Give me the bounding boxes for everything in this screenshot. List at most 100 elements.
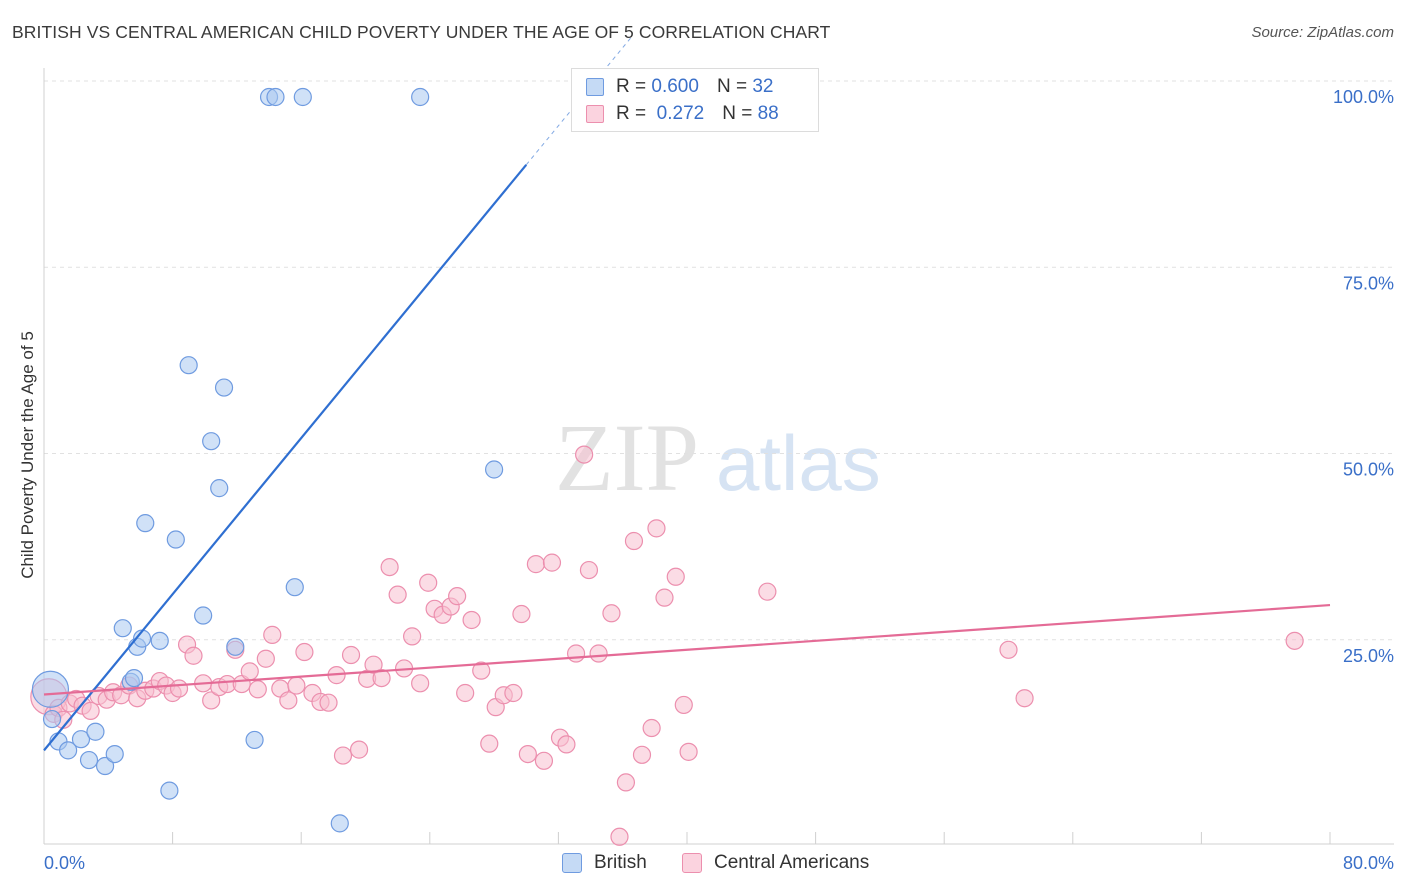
- british-swatch: [586, 78, 604, 96]
- data-point: [579, 560, 599, 580]
- data-point: [263, 625, 282, 644]
- y-tick-label: 100.0%: [1333, 87, 1394, 107]
- data-point: [266, 87, 285, 107]
- data-point: [448, 587, 467, 606]
- data-point: [504, 683, 523, 703]
- data-point: [512, 604, 531, 624]
- central-americans-trend-line: [43, 603, 1331, 696]
- central-n-value: 88: [757, 103, 779, 124]
- data-point: [642, 718, 661, 738]
- data-point: [124, 668, 144, 688]
- data-point: [526, 555, 545, 574]
- data-point: [758, 582, 777, 601]
- data-point: [349, 740, 369, 759]
- correlation-legend: R = 0.600 N = 32 R = 0.272 N = 88: [571, 68, 819, 132]
- data-point: [136, 514, 155, 533]
- data-point: [240, 662, 259, 681]
- central-n-label: N =: [722, 103, 753, 124]
- data-point: [655, 588, 674, 607]
- data-point: [1015, 689, 1034, 708]
- source-label: Source: ZipAtlas.com: [1251, 24, 1394, 41]
- data-point: [184, 646, 203, 665]
- data-point: [341, 645, 361, 665]
- data-point: [160, 781, 179, 800]
- x-tick-label: 0.0%: [44, 853, 85, 873]
- y-axis-label: Child Poverty Under the Age of 5: [18, 331, 37, 579]
- data-point: [1285, 631, 1304, 650]
- data-point: [999, 640, 1018, 659]
- british-r-label: R =: [616, 76, 647, 97]
- data-point: [150, 631, 169, 650]
- data-point: [403, 627, 422, 646]
- central-swatch: [586, 105, 604, 123]
- x-tick-label: 80.0%: [1343, 853, 1394, 873]
- data-point: [319, 693, 338, 712]
- data-point: [293, 87, 312, 107]
- watermark-atlas: atlas: [716, 419, 881, 507]
- data-point: [518, 744, 537, 764]
- british-trend-line: [43, 164, 528, 752]
- british-n-value: 32: [752, 76, 774, 97]
- data-point: [169, 679, 189, 698]
- data-point: [79, 750, 99, 770]
- data-point: [616, 773, 636, 792]
- british-legend-label: British: [594, 852, 647, 873]
- data-point: [380, 557, 399, 577]
- data-point: [179, 356, 198, 375]
- data-point: [59, 741, 78, 760]
- data-point: [624, 531, 644, 551]
- data-point: [411, 674, 430, 693]
- data-point: [674, 695, 693, 715]
- data-point: [81, 701, 100, 720]
- central-legend-swatch: [682, 853, 702, 873]
- data-point: [575, 445, 594, 464]
- legend-row-british: R = 0.600 N = 32: [586, 75, 773, 99]
- data-point: [456, 683, 475, 703]
- british-legend-swatch: [562, 853, 582, 873]
- central-legend-label: Central Americans: [714, 852, 870, 873]
- british-points: [31, 87, 504, 833]
- data-point: [557, 735, 576, 754]
- data-point: [480, 734, 499, 753]
- data-point: [202, 432, 221, 451]
- legend-item-central: Central Americans: [682, 852, 869, 874]
- data-point: [485, 460, 504, 479]
- chart-title: BRITISH VS CENTRAL AMERICAN CHILD POVERT…: [12, 22, 831, 42]
- data-point: [542, 553, 562, 572]
- legend-row-central: R = 0.272 N = 88: [586, 102, 779, 126]
- data-point: [210, 479, 229, 498]
- data-point: [411, 87, 430, 107]
- data-point: [666, 567, 685, 586]
- central-r-value: 0.272: [656, 103, 705, 124]
- data-point: [245, 730, 264, 750]
- data-point: [202, 691, 221, 710]
- data-point: [248, 680, 267, 699]
- data-point: [86, 722, 105, 741]
- y-tick-label: 25.0%: [1343, 646, 1394, 666]
- data-point: [256, 649, 275, 668]
- watermark: ZIP atlas: [555, 404, 881, 511]
- grid: [44, 80, 1394, 641]
- data-point: [31, 670, 70, 708]
- data-point: [42, 709, 62, 729]
- data-point: [372, 668, 391, 688]
- data-point: [214, 378, 234, 397]
- data-point: [113, 619, 132, 638]
- central-r-label: R =: [616, 103, 647, 124]
- data-point: [279, 691, 298, 710]
- data-point: [472, 661, 491, 680]
- data-point: [462, 610, 481, 630]
- data-point: [287, 676, 306, 695]
- tick-labels: 25.0% 50.0% 75.0% 100.0% 0.0% 80.0%: [44, 87, 1394, 873]
- british-r-value: 0.600: [651, 76, 699, 97]
- data-point: [566, 644, 586, 663]
- data-point: [589, 644, 608, 663]
- data-point: [388, 585, 407, 604]
- british-n-label: N =: [716, 76, 748, 97]
- data-point: [647, 519, 666, 538]
- data-point: [602, 604, 621, 623]
- data-point: [679, 742, 698, 761]
- data-point: [105, 744, 124, 764]
- data-point: [71, 730, 91, 749]
